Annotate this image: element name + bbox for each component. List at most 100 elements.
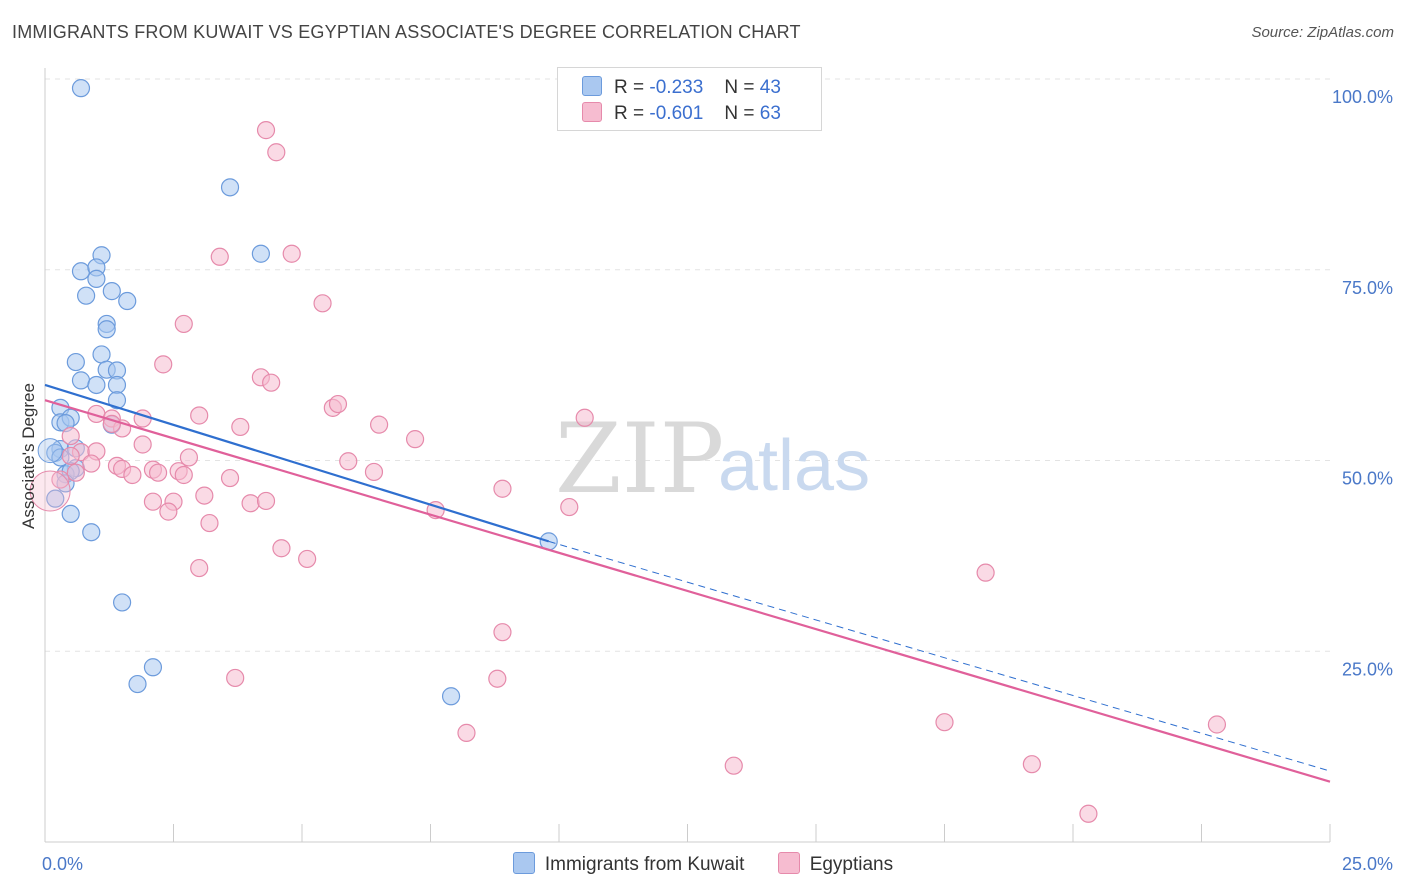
egypt-point-53: [976, 563, 995, 582]
egypt-point-42: [143, 492, 163, 511]
egypt-point-17: [370, 415, 389, 434]
egypt-point-37: [220, 468, 240, 488]
kuwait-point-6: [87, 269, 106, 289]
egypt-point-38: [364, 462, 384, 482]
series-legend-kuwait[interactable]: Immigrants from Kuwait: [512, 852, 745, 876]
legend-r-label-kuwait: R =: [614, 77, 645, 98]
x-tick-label-0: 0.0%: [42, 854, 83, 874]
stats-legend: R = -0.233 N = 43 R = -0.601 N = 63: [557, 67, 822, 131]
egypt-point-18: [405, 430, 425, 449]
legend-n-kuwait: 43: [759, 77, 781, 98]
kuwait-point-7: [102, 282, 121, 301]
egypt-point-59: [1207, 715, 1227, 734]
egypt-point-44: [241, 494, 260, 513]
legend-row-kuwait: R = -0.233 N = 43: [582, 76, 781, 100]
egypt-point-10: [328, 394, 348, 414]
kuwait-point-33: [46, 489, 65, 508]
kuwait-point-0: [71, 79, 91, 98]
legend-row-egypt: R = -0.601 N = 63: [582, 102, 781, 126]
legend-n-label-kuwait: N =: [724, 77, 755, 98]
kuwait-point-35: [82, 523, 101, 542]
egypt-point-8: [262, 373, 281, 392]
y-tick-label-3: 25.0%: [1342, 659, 1393, 679]
egypt-point-58: [935, 713, 954, 732]
egypt-point-6: [154, 355, 173, 374]
series-label-kuwait: Immigrants from Kuwait: [544, 854, 745, 875]
kuwait-point-12: [92, 345, 111, 364]
egypt-point-19: [575, 408, 594, 427]
x-tick-labels: 0.0% 25.0%: [42, 854, 1393, 874]
legend-swatch-kuwait: [582, 76, 602, 96]
egypt-point-36: [123, 465, 142, 485]
legend-r-egypt: -0.601: [649, 103, 704, 124]
legend-r-label-egypt: R =: [614, 103, 645, 124]
kuwait-point-13: [66, 352, 85, 372]
egypt-point-52: [190, 558, 209, 578]
kuwait-point-37: [112, 593, 132, 612]
axes: [44, 68, 1331, 843]
egypt-point-30: [82, 454, 101, 473]
y-tick-label-1: 75.0%: [1342, 278, 1393, 298]
egypt-point-34: [51, 470, 70, 489]
egypt-point-60: [724, 756, 743, 775]
kuwait-point-17: [87, 375, 106, 395]
kuwait-point-19: [107, 391, 127, 410]
egypt-point-1: [267, 143, 286, 162]
egypt-point-0: [256, 121, 276, 140]
series-legend-egypt[interactable]: Egyptians: [777, 852, 894, 876]
y-tick-label-0: 100.0%: [1332, 87, 1393, 107]
egypt-point-56: [488, 669, 507, 688]
egypt-point-48: [159, 502, 178, 521]
egypt-point-33: [148, 463, 168, 482]
egypt-point-5: [174, 314, 193, 334]
kuwait-trend-extension: [548, 540, 1331, 772]
egypt-point-15: [190, 406, 209, 425]
y-tick-label-2: 50.0%: [1342, 469, 1393, 489]
egypt-point-49: [200, 513, 219, 533]
egypt-point-47: [560, 497, 579, 517]
series-swatch-egypt: [777, 852, 800, 874]
egypt-trend-line: [44, 399, 1331, 783]
kuwait-point-39: [128, 674, 147, 694]
egypt-point-22: [133, 435, 152, 454]
chart-title: IMMIGRANTS FROM KUWAIT VS EGYPTIAN ASSOC…: [12, 22, 801, 42]
kuwait-point-9: [118, 291, 137, 311]
egypt-point-cluster: [29, 470, 71, 512]
series-swatch-kuwait: [512, 852, 535, 874]
egypt-point-62: [1079, 804, 1098, 823]
data-points: [29, 79, 1227, 823]
egypt-point-3: [282, 244, 301, 263]
kuwait-point-40: [441, 687, 461, 706]
watermark-atlas: atlas: [718, 426, 870, 506]
kuwait-point-38: [143, 658, 163, 677]
kuwait-point-4: [71, 262, 91, 281]
egypt-point-54: [493, 623, 512, 642]
egypt-point-45: [256, 491, 276, 511]
series-label-egypt: Egyptians: [809, 854, 894, 875]
legend-swatch-egypt: [582, 102, 602, 122]
y-tick-labels: 100.0% 75.0% 50.0% 25.0%: [1332, 87, 1393, 679]
egypt-point-41: [195, 486, 214, 505]
egypt-point-50: [272, 539, 291, 558]
y-axis-label: Associate's Degree: [19, 383, 38, 529]
grid-lines: [45, 78, 1330, 652]
egypt-point-2: [210, 247, 229, 266]
egypt-point-40: [493, 479, 512, 498]
egypt-point-16: [231, 417, 250, 437]
kuwait-point-18: [107, 375, 127, 395]
kuwait-trend-line: [44, 383, 550, 543]
kuwait-point-8: [77, 286, 96, 305]
kuwait-point-16: [71, 371, 91, 390]
egypt-point-51: [298, 549, 317, 569]
trend-lines: [44, 383, 1331, 783]
egypt-point-32: [66, 463, 85, 482]
legend-r-kuwait: -0.233: [649, 77, 704, 98]
watermark: ZIP atlas: [555, 403, 870, 515]
egypt-point-26: [179, 448, 199, 467]
egypt-point-28: [339, 452, 358, 471]
egypt-point-61: [1022, 755, 1041, 774]
egypt-point-4: [313, 294, 332, 313]
kuwait-point-11: [97, 320, 116, 339]
egypt-point-57: [457, 723, 476, 742]
